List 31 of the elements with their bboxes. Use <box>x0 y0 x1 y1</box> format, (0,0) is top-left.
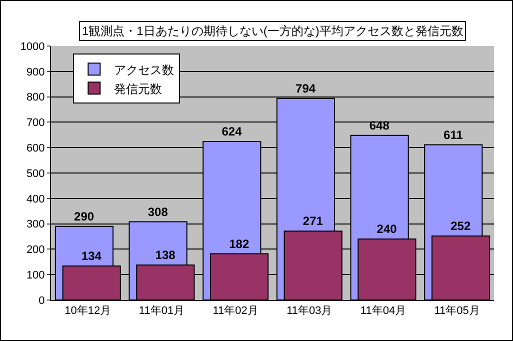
y-tick-label: 900 <box>26 66 45 78</box>
data-label: 138 <box>155 248 176 262</box>
data-label: 252 <box>450 218 471 233</box>
legend-label: アクセス数 <box>114 62 174 77</box>
x-tick-label: 10年12月 <box>64 305 112 318</box>
y-tick-label: 200 <box>26 244 45 256</box>
x-tick-label: 11年03月 <box>286 305 332 318</box>
data-label: 182 <box>229 236 250 251</box>
x-tick-label: 11年01月 <box>138 305 185 318</box>
data-label: 308 <box>148 204 168 219</box>
data-label: 240 <box>376 222 398 236</box>
data-label: 290 <box>74 209 94 224</box>
y-tick-label: 500 <box>26 168 45 180</box>
y-tick-label: 600 <box>26 142 45 154</box>
data-label: 134 <box>81 248 102 263</box>
y-tick-label: 100 <box>26 269 45 282</box>
data-label: 271 <box>302 214 324 228</box>
legend-label: 発信元数 <box>114 82 162 96</box>
y-tick-label: 0 <box>38 294 45 307</box>
y-tick-label: 800 <box>26 92 45 104</box>
y-tick-label: 700 <box>26 117 45 130</box>
x-tick-label: 11年05月 <box>434 305 480 318</box>
chart-title: 1観測点・1日あたりの期待しない(一方的な)平均アクセス数と発信元数 <box>82 24 464 38</box>
y-tick-label: 300 <box>26 218 45 231</box>
data-label: 794 <box>296 81 316 96</box>
x-tick-label: 11年04月 <box>360 305 406 318</box>
x-tick-label: 11年02月 <box>212 305 258 318</box>
data-label: 624 <box>222 124 242 138</box>
data-label: 611 <box>444 128 464 142</box>
y-tick-label: 400 <box>26 193 45 206</box>
y-tick-label: 1000 <box>20 40 45 53</box>
